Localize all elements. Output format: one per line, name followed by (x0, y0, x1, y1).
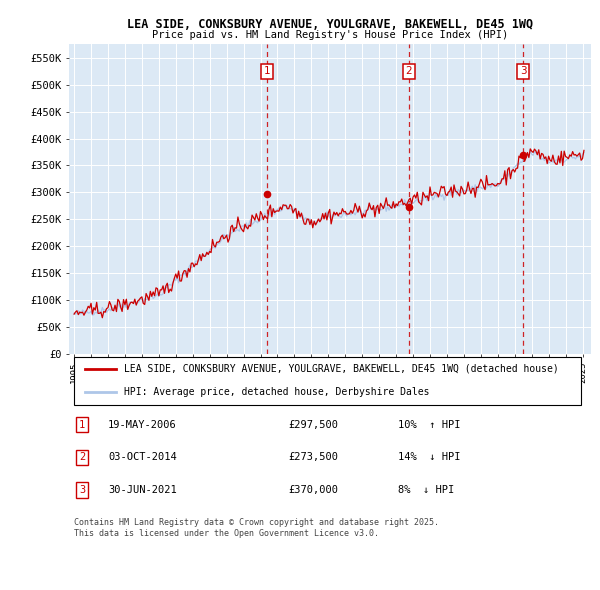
Text: LEA SIDE, CONKSBURY AVENUE, YOULGRAVE, BAKEWELL, DE45 1WQ (detached house): LEA SIDE, CONKSBURY AVENUE, YOULGRAVE, B… (124, 364, 559, 374)
Text: £273,500: £273,500 (288, 453, 338, 463)
Text: HPI: Average price, detached house, Derbyshire Dales: HPI: Average price, detached house, Derb… (124, 388, 430, 398)
Text: 3: 3 (520, 66, 527, 76)
Text: £297,500: £297,500 (288, 419, 338, 430)
Text: 3: 3 (79, 485, 85, 495)
Text: 03-OCT-2014: 03-OCT-2014 (108, 453, 177, 463)
Text: 2: 2 (406, 66, 412, 76)
Text: 1: 1 (79, 419, 85, 430)
Text: £370,000: £370,000 (288, 485, 338, 495)
Text: Price paid vs. HM Land Registry's House Price Index (HPI): Price paid vs. HM Land Registry's House … (152, 31, 508, 40)
FancyBboxPatch shape (74, 356, 581, 405)
Text: 1: 1 (263, 66, 270, 76)
Text: 2: 2 (79, 453, 85, 463)
Text: 19-MAY-2006: 19-MAY-2006 (108, 419, 177, 430)
Text: 30-JUN-2021: 30-JUN-2021 (108, 485, 177, 495)
Text: LEA SIDE, CONKSBURY AVENUE, YOULGRAVE, BAKEWELL, DE45 1WQ: LEA SIDE, CONKSBURY AVENUE, YOULGRAVE, B… (127, 18, 533, 31)
Text: 14%  ↓ HPI: 14% ↓ HPI (398, 453, 460, 463)
Text: Contains HM Land Registry data © Crown copyright and database right 2025.
This d: Contains HM Land Registry data © Crown c… (74, 519, 439, 538)
Text: 8%  ↓ HPI: 8% ↓ HPI (398, 485, 454, 495)
Text: 10%  ↑ HPI: 10% ↑ HPI (398, 419, 460, 430)
